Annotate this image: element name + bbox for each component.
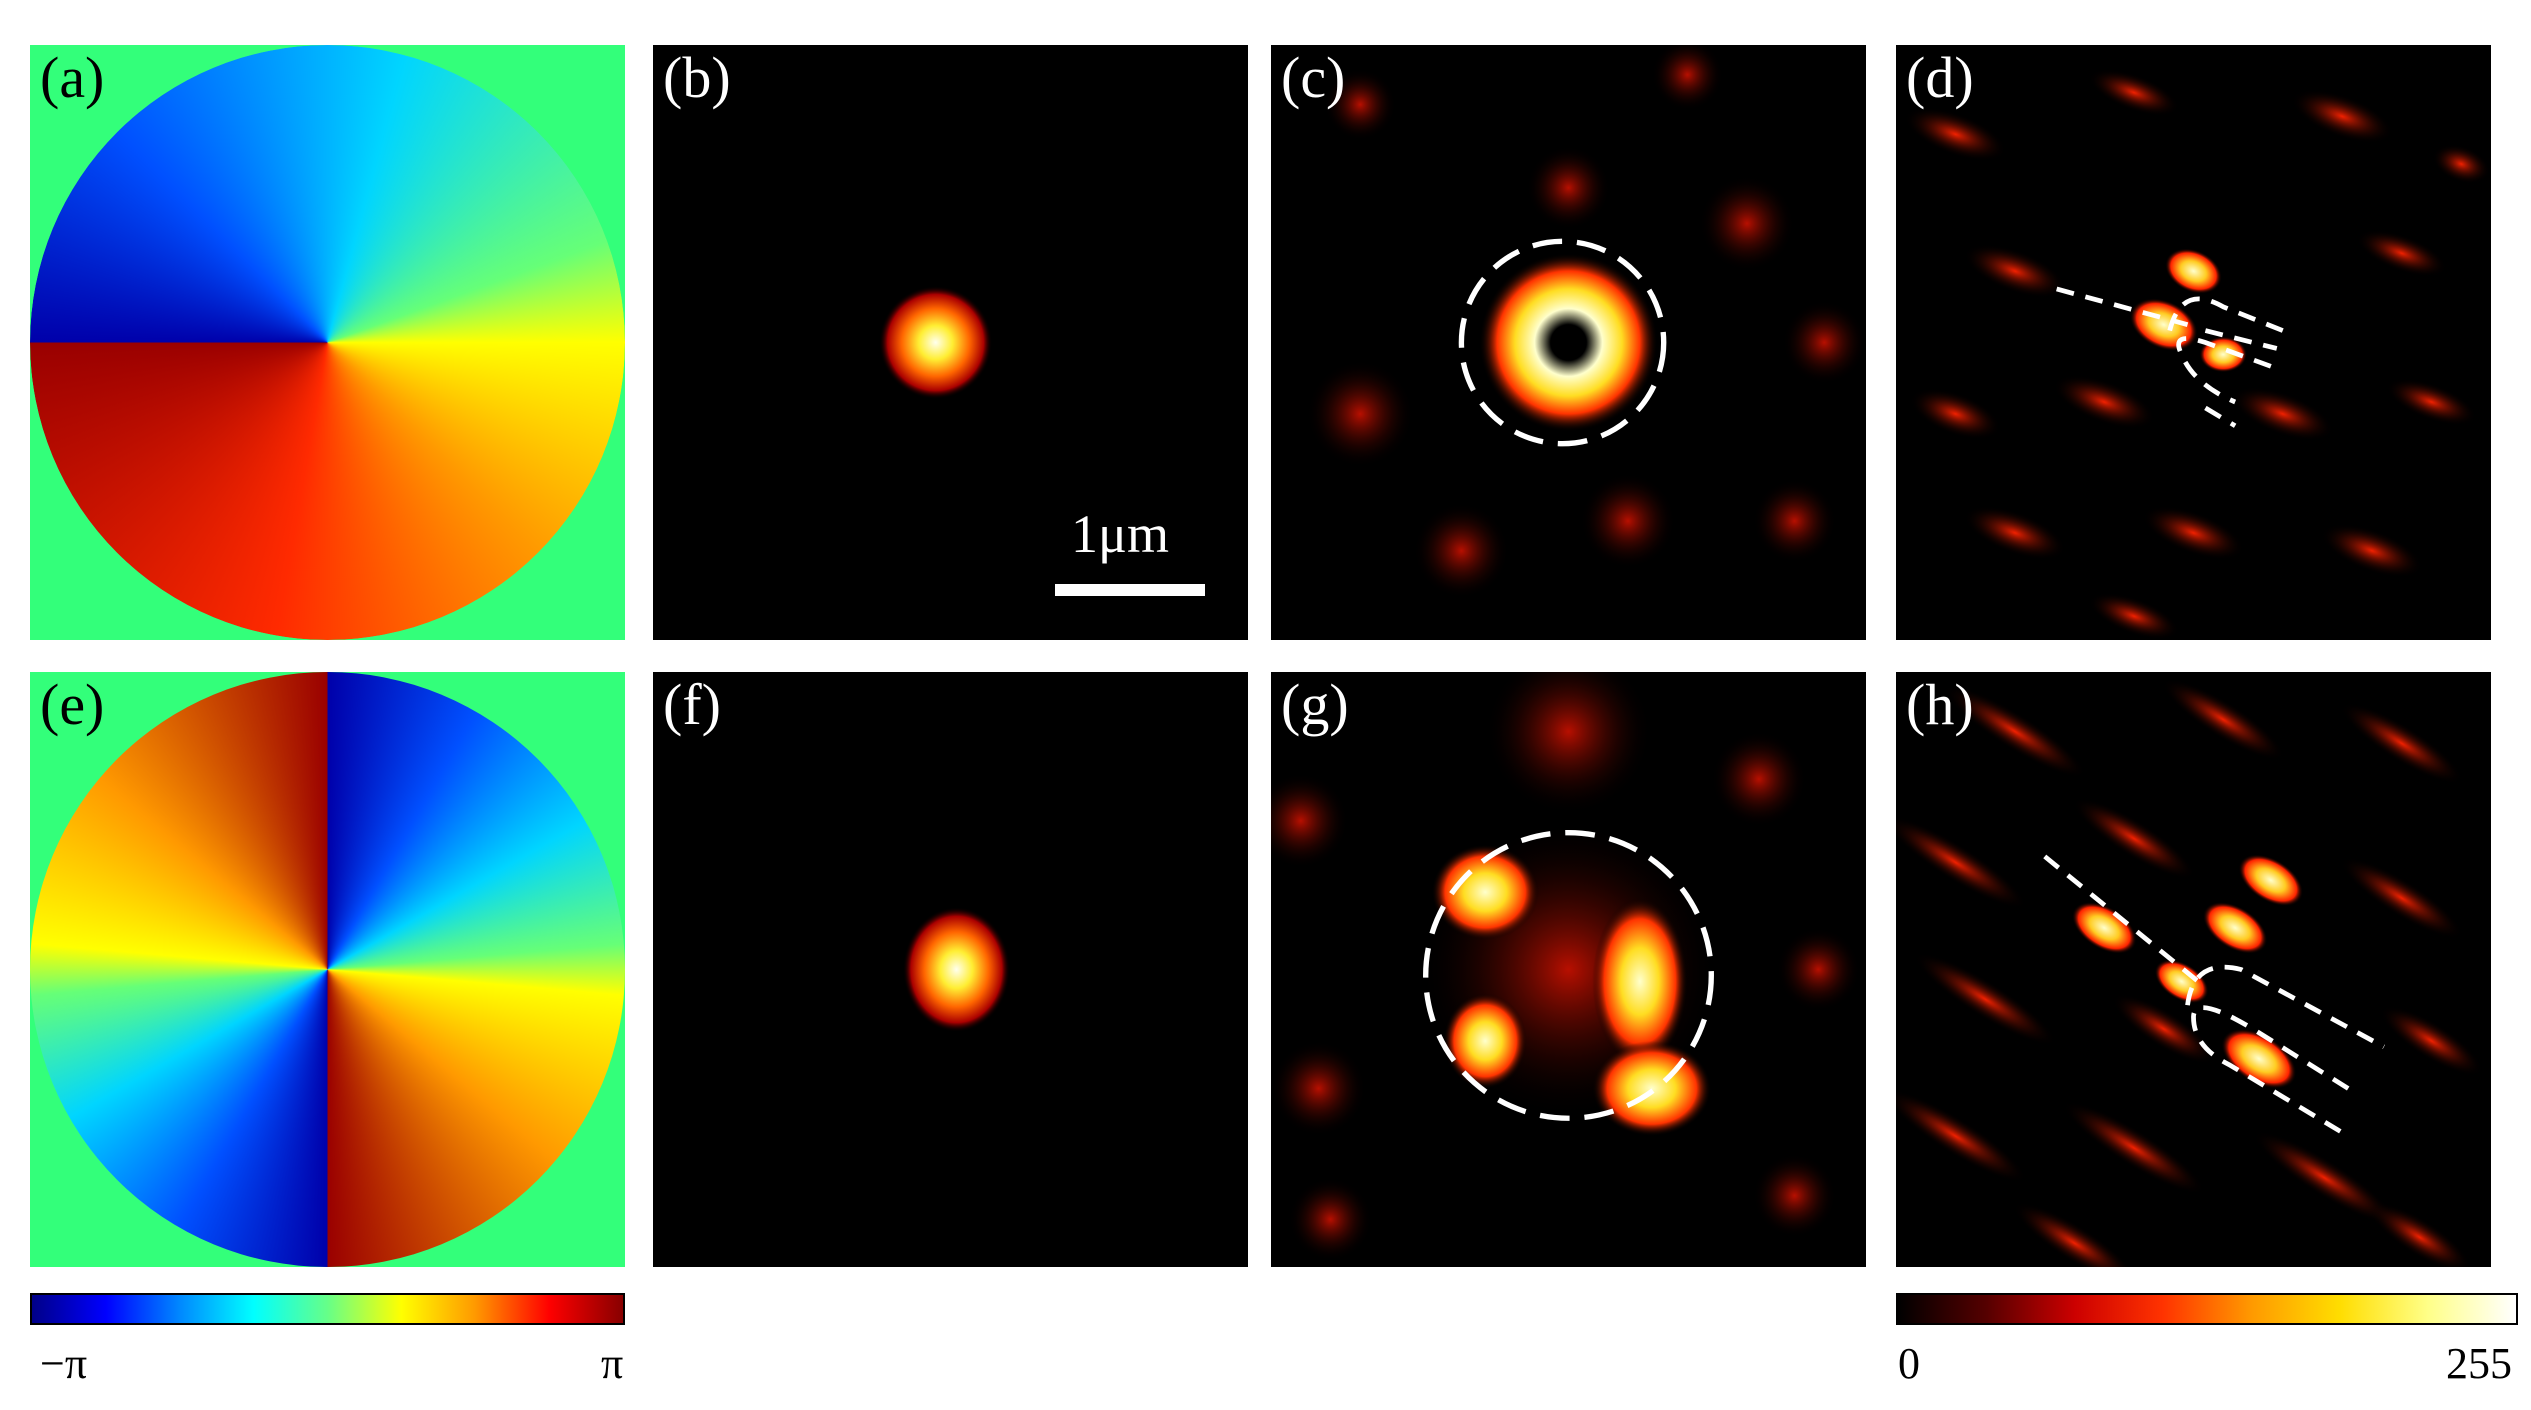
fork-interference-charge-1 xyxy=(1904,69,2490,640)
panel-label-c: (c) xyxy=(1281,45,1346,110)
panel-label-h: (h) xyxy=(1906,672,1974,737)
vortex-ring-charge-2 xyxy=(1271,672,1861,1262)
phase-map-charge-1 xyxy=(30,45,625,640)
phase-colorbar xyxy=(30,1293,625,1325)
panel-a-phase-map: (a) xyxy=(30,45,625,640)
panel-e-phase-map: (e) xyxy=(30,672,625,1267)
panel-h-fork-fringes: (h) xyxy=(1896,672,2491,1267)
panel-b-intensity-spot: (b) 1μm xyxy=(653,45,1248,640)
intensity-colorbar-min: 0 xyxy=(1898,1339,1920,1388)
panel-d-fork-fringes: (d) xyxy=(1896,45,2491,640)
phase-map-charge-2 xyxy=(30,672,625,1267)
panel-c-vortex-ring: (c) xyxy=(1271,45,1866,640)
vortex-ring-charge-1 xyxy=(1306,45,1866,599)
focal-spot xyxy=(879,285,993,400)
panel-f-intensity-spot: (f) xyxy=(653,672,1248,1267)
phase-colorbar-min: −π xyxy=(40,1339,88,1388)
phase-colorbar-max: π xyxy=(601,1339,624,1388)
scale-bar-label: 1μm xyxy=(1071,504,1169,564)
fork-interference-charge-2 xyxy=(1896,678,2483,1267)
panel-g-vortex-ring: (g) xyxy=(1271,672,1866,1267)
panel-label-e: (e) xyxy=(40,672,105,737)
panel-label-d: (d) xyxy=(1906,45,1974,110)
panel-label-f: (f) xyxy=(663,672,721,737)
panel-label-b: (b) xyxy=(663,45,731,110)
intensity-colorbar xyxy=(1896,1293,2518,1325)
scale-bar xyxy=(1055,584,1205,596)
focal-spot xyxy=(902,907,1010,1032)
panel-label-g: (g) xyxy=(1281,672,1349,737)
panel-label-a: (a) xyxy=(40,45,105,110)
intensity-colorbar-max: 255 xyxy=(2446,1339,2512,1388)
